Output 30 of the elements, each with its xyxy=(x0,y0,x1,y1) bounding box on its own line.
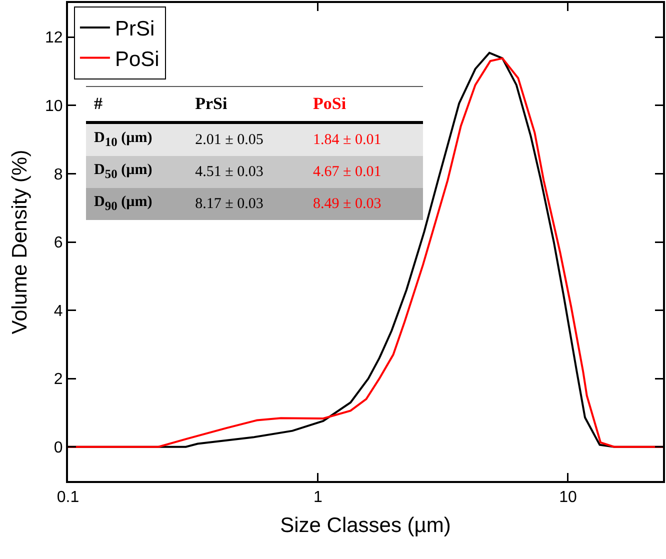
annotation: 4.67 ± 0.01 xyxy=(312,162,382,182)
annotation: PrSi xyxy=(187,86,306,122)
y-tick-label: 8 xyxy=(54,166,63,184)
annotation: # xyxy=(86,86,188,122)
y-axis-title: Volume Density (%) xyxy=(8,150,32,334)
y-tick-label: 4 xyxy=(54,302,63,320)
table-header-row: # PrSi PoSi xyxy=(86,86,423,122)
x-tick-label: 1 xyxy=(314,489,323,506)
annotation: 8.17 ± 0.03 xyxy=(194,194,264,214)
x-axis-title: Size Classes (µm) xyxy=(280,514,451,537)
annotation: 8.49 ± 0.03 xyxy=(312,194,382,214)
annotation: 4.51 ± 0.03 xyxy=(194,162,264,182)
y-tick-label: 12 xyxy=(45,30,63,47)
table-row: D$_{50}$ (µm) 4.51 ± 0.03 4.67 ± 0.01 xyxy=(86,156,423,188)
x-tick-label: 0.1 xyxy=(56,489,80,506)
annotation: D$_{90}$ (µm) xyxy=(93,193,154,215)
annotation: D$_{10}$ (µm) xyxy=(93,129,154,151)
table-row: D$_{90}$ (µm) 8.17 ± 0.03 8.49 ± 0.03 xyxy=(86,188,423,220)
y-tick-label: 0 xyxy=(54,439,63,456)
y-tick-label: 2 xyxy=(54,371,63,388)
annotation: D$_{50}$ (µm) xyxy=(93,161,154,183)
legend-label: PoSi xyxy=(114,48,160,71)
legend-label: PrSi xyxy=(114,18,155,41)
x-tick-label: 10 xyxy=(559,489,577,506)
annotation: 2.01 ± 0.05 xyxy=(194,130,264,150)
y-tick-label: 10 xyxy=(45,98,63,116)
annotation: 1.84 ± 0.01 xyxy=(312,130,382,150)
annotation: PoSi xyxy=(305,86,423,122)
y-tick-label: 6 xyxy=(54,234,63,252)
table-row: D$_{10}$ (µm) 2.01 ± 0.05 1.84 ± 0.01 xyxy=(86,122,423,156)
